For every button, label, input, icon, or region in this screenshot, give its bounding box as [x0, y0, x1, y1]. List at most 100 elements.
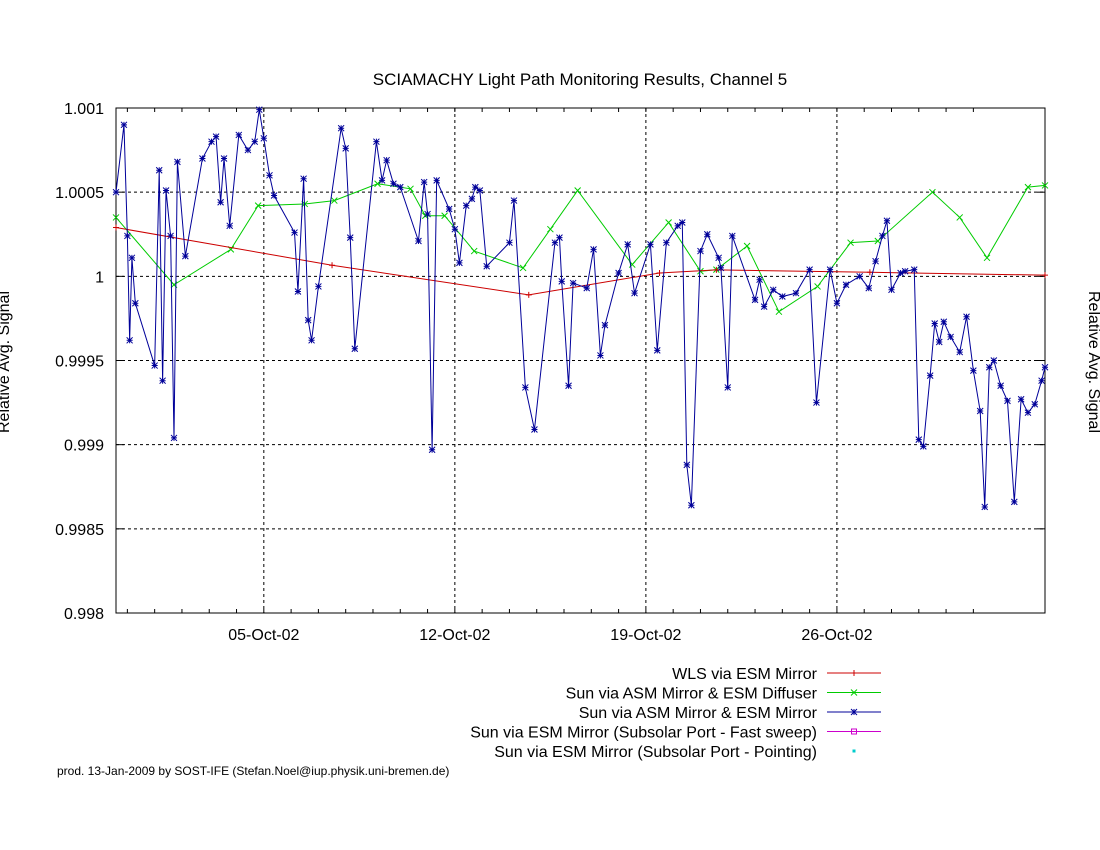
legend-marker: [850, 708, 858, 716]
data-point: [985, 363, 993, 371]
data-point: [1004, 397, 1011, 405]
data-point: [294, 288, 302, 295]
data-point: [806, 266, 813, 273]
axes: 1.001 1.0005 1 0.9995 0.999 0.9985 0.998 05-Oct…: [55, 101, 1046, 644]
legend-item: Sun via ASM Mirror & ESM Mirror: [579, 705, 881, 722]
data-point: [1017, 395, 1025, 403]
data-point: [415, 237, 422, 245]
data-point: [601, 321, 609, 329]
data-point: [483, 262, 491, 270]
data-point: [476, 187, 484, 194]
data-point: [665, 219, 672, 226]
data-point: [329, 262, 336, 269]
data-point: [244, 146, 252, 154]
data-point: [407, 185, 414, 193]
data-point: [159, 377, 166, 385]
data-point: [751, 296, 759, 304]
data-point: [120, 121, 128, 129]
legend-label: Sun via ASM Mirror & ESM Diffuser: [566, 686, 818, 703]
data-point: [131, 299, 139, 307]
data-point: [390, 180, 397, 188]
data-point: [872, 257, 879, 265]
legend-label: Sun via ASM Mirror & ESM Mirror: [579, 705, 818, 722]
data-point: [981, 503, 989, 511]
data-point: [217, 198, 224, 206]
data-point: [1042, 272, 1048, 279]
data-point: [558, 278, 566, 285]
series-sun-via-asm-mirror-esm-mirror: [112, 106, 1049, 511]
legend-item: Sun via ASM Mirror & ESM Diffuser: [566, 686, 881, 703]
data-point: [199, 155, 206, 162]
data-point: [901, 267, 909, 275]
data-point: [378, 177, 386, 184]
data-point: [308, 336, 315, 344]
data-point: [883, 217, 891, 225]
data-point: [915, 436, 923, 443]
data-point: [931, 320, 939, 327]
data-point: [847, 239, 854, 247]
legend-item: WLS via ESM Mirror: [672, 666, 881, 683]
data-point: [1038, 377, 1045, 385]
data-point: [346, 234, 354, 241]
data-point: [697, 247, 704, 255]
data-point: [1024, 409, 1032, 417]
data-point: [471, 183, 479, 191]
data-point: [330, 197, 338, 204]
data-point: [1024, 183, 1032, 191]
data-point: [866, 269, 873, 276]
legend-marker: [851, 728, 857, 735]
data-point: [521, 384, 529, 391]
data-point: [420, 178, 428, 186]
data-point: [976, 407, 984, 415]
data-point: [656, 269, 663, 276]
data-point: [170, 434, 178, 442]
data-point: [703, 230, 711, 238]
legend: WLS via ESM Mirror Sun via ASM Mirror & E…: [470, 666, 881, 761]
data-point: [963, 313, 970, 321]
data-point: [565, 382, 572, 390]
data-point: [112, 214, 120, 221]
data-point: [167, 232, 174, 240]
y-tick-label: 1.001: [64, 101, 104, 118]
data-point: [879, 232, 886, 240]
data-point: [126, 336, 133, 344]
data-point: [342, 145, 350, 152]
data-point: [956, 348, 964, 356]
data-point: [653, 347, 661, 354]
data-point: [374, 180, 381, 188]
footer-credit: prod. 13-Jan-2009 by SOST-IFE (Stefan.No…: [57, 764, 450, 778]
y-tick-label: 1.0005: [55, 185, 104, 202]
data-point: [255, 106, 263, 114]
data-point: [1031, 400, 1039, 408]
y-tick-label: 0.998: [64, 606, 104, 623]
data-point: [456, 259, 463, 267]
data-point: [270, 192, 278, 199]
chart-title: SCIAMACHY Light Path Monitoring Results,…: [373, 70, 788, 89]
data-point: [445, 205, 453, 213]
data-point: [990, 357, 998, 364]
data-point: [510, 197, 518, 204]
data-point: [260, 134, 268, 142]
x-tick-label: 12-Oct-02: [419, 627, 490, 644]
data-point: [970, 367, 977, 374]
data-point: [769, 286, 777, 294]
series-line: [115, 183, 1046, 313]
data-point: [113, 224, 119, 231]
data-point: [462, 202, 470, 209]
legend-label: Sun via ESM Mirror (Subsolar Port - Poin…: [494, 744, 817, 761]
data-point: [674, 222, 682, 230]
data-point: [226, 222, 234, 230]
data-point: [624, 240, 632, 248]
data-point: [833, 299, 841, 307]
data-point: [155, 166, 163, 174]
data-point: [212, 133, 220, 140]
data-point: [506, 239, 513, 247]
data-point: [291, 229, 298, 236]
data-point: [451, 225, 459, 233]
legend-marker: [851, 670, 857, 676]
data-point: [715, 254, 723, 262]
data-point: [910, 266, 918, 273]
data-point: [337, 124, 345, 132]
data-point: [683, 461, 691, 469]
